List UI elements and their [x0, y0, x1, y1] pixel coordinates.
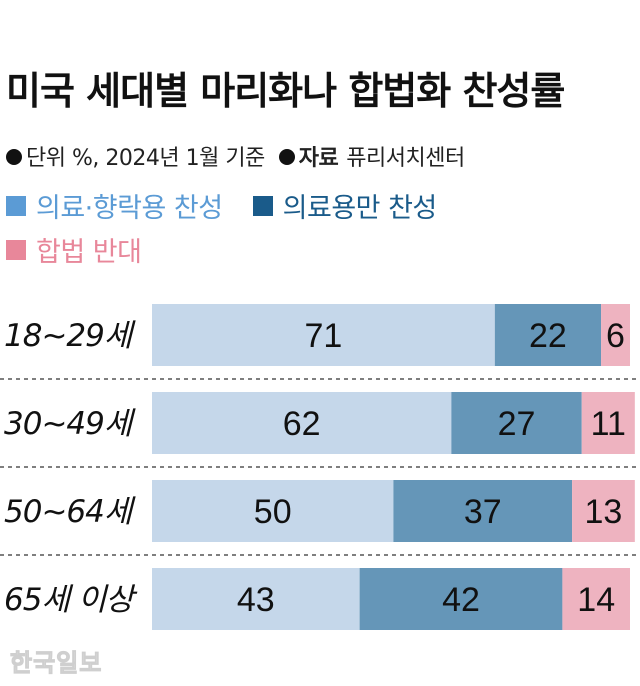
value-medical-recreational: 43: [237, 581, 275, 619]
source-label: 자료: [278, 146, 339, 171]
legend-swatch: [252, 195, 273, 216]
value-medical-recreational: 50: [254, 493, 292, 531]
category-label: 18~29세: [4, 318, 136, 354]
bar-oppose: [572, 480, 635, 542]
bullet-icon: [6, 149, 22, 165]
bar-medical-recreational: [152, 304, 495, 366]
value-oppose: 13: [585, 493, 623, 531]
chart-title: 미국 세대별 마리화나 합법화 찬성률: [6, 69, 565, 113]
value-medical-recreational: 71: [304, 317, 342, 355]
bar-oppose: [581, 392, 635, 454]
value-medical-recreational: 62: [283, 405, 321, 443]
value-oppose: 11: [591, 405, 626, 443]
bar-medical-recreational: [152, 568, 360, 630]
value-oppose: 14: [577, 581, 615, 619]
value-oppose: 6: [606, 317, 625, 355]
value-medical-only: 37: [464, 493, 502, 531]
value-medical-only: 22: [529, 317, 567, 355]
bar-medical-only: [494, 304, 602, 366]
category-label: 50~64세: [4, 494, 136, 530]
legend-label: 의료·향락용 찬성: [36, 193, 223, 224]
legend-item-oppose: 합법 반대: [6, 230, 142, 269]
value-medical-only: 42: [442, 581, 480, 619]
bar-oppose: [562, 568, 630, 630]
legend-swatch: [6, 195, 26, 216]
bar-medical-only: [393, 480, 573, 542]
legend-item-medical-recreational: 의료·향락용 찬성: [6, 186, 223, 225]
bar-medical-recreational: [152, 480, 394, 542]
source-name: 퓨리서치센터: [346, 146, 465, 171]
legend-label: 합법 반대: [36, 237, 142, 268]
legend-second-row: 합법 반대: [6, 230, 163, 269]
category-label: 65세 이상: [4, 582, 138, 618]
legend: 의료·향락용 찬성 의료용만 찬성: [6, 186, 459, 225]
unit-note: 단위 %, 2024년 1월 기준: [26, 146, 265, 171]
bullet-icon: [278, 149, 295, 165]
category-label: 30~49세: [4, 406, 136, 442]
legend-label: 의료용만 찬성: [282, 193, 438, 224]
bar-medical-only: [359, 568, 563, 630]
bar-medical-recreational: [152, 392, 452, 454]
watermark-logo: 한국일보: [9, 649, 103, 678]
legend-swatch: [6, 239, 26, 260]
bar-oppose: [601, 304, 630, 366]
bar-medical-only: [451, 392, 582, 454]
legend-item-medical-only: 의료용만 찬성: [252, 186, 438, 225]
stacked-bar-chart: 18~29세 71 22 6 30~49세 62 27 11 50~64세 50 37 13 65세 이…: [0, 304, 640, 630]
chart-meta: 단위 %, 2024년 1월 기준 자료 퓨리서치센터: [6, 140, 465, 172]
value-medical-only: 27: [498, 405, 536, 443]
